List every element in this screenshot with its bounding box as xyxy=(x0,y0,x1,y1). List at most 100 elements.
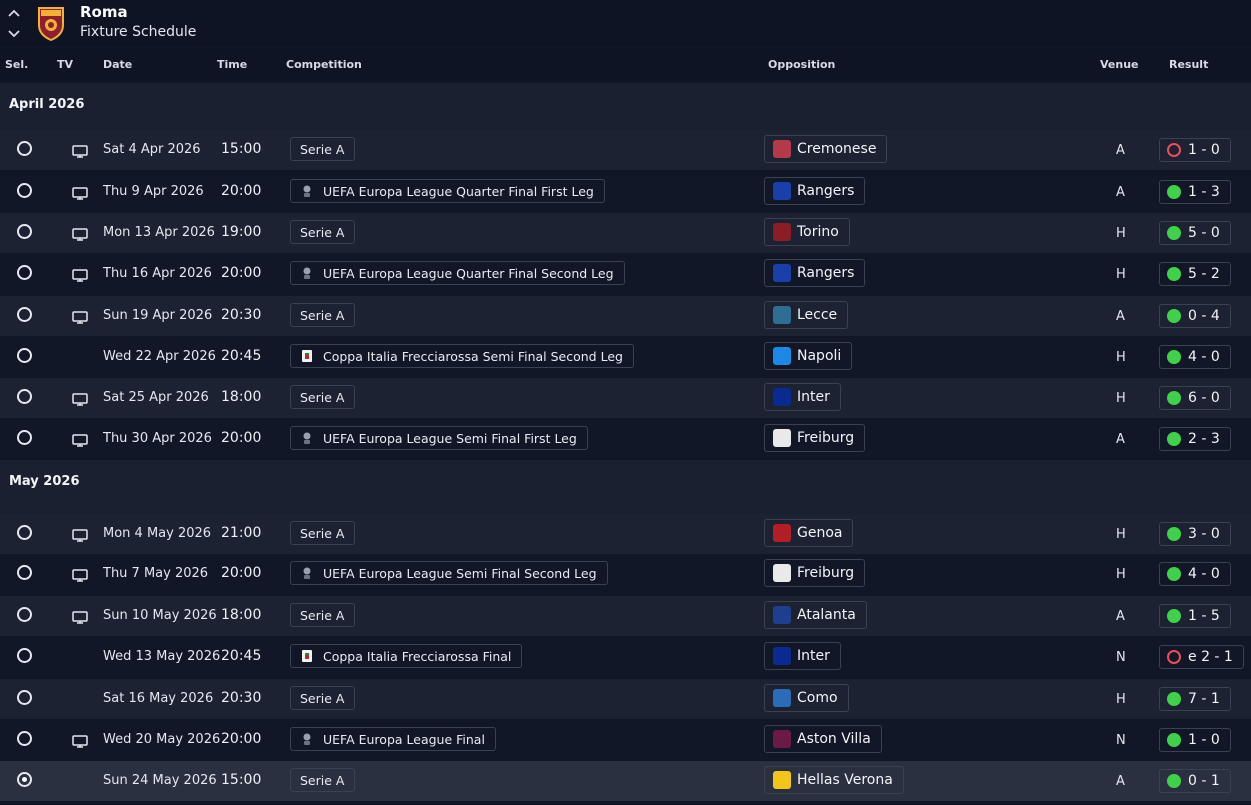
fixture-row[interactable]: Sun 19 Apr 2026 20:30 Serie A Lecce A 0 - 4 xyxy=(0,296,1251,336)
competition-chip[interactable]: Serie A xyxy=(290,603,356,627)
fixture-row[interactable]: Wed 20 May 2026 20:00 UEFA Europa League F… xyxy=(0,720,1251,760)
chevron-up-icon[interactable] xyxy=(7,6,21,20)
select-radio[interactable] xyxy=(17,565,32,580)
result-chip[interactable]: 1 - 5 xyxy=(1159,604,1231,628)
column-header-result[interactable]: Result xyxy=(1169,58,1209,71)
fixture-row[interactable]: Mon 13 Apr 2026 19:00 Serie A Torino H 5 - 0 xyxy=(0,213,1251,253)
competition-chip[interactable]: Coppa Italia Frecciarossa Semi Final Sec… xyxy=(290,344,634,368)
select-radio[interactable] xyxy=(17,224,32,239)
result-chip[interactable]: 0 - 1 xyxy=(1159,769,1231,793)
competition-chip[interactable]: Serie A xyxy=(290,686,356,710)
column-header-tv[interactable]: TV xyxy=(57,58,74,71)
column-header-competition[interactable]: Competition xyxy=(286,58,362,71)
competition-chip[interactable]: Serie A xyxy=(290,521,356,545)
result-chip[interactable]: 2 - 3 xyxy=(1159,427,1231,451)
select-radio[interactable] xyxy=(17,430,32,445)
result-chip[interactable]: 4 - 0 xyxy=(1159,562,1231,586)
select-radio[interactable] xyxy=(17,389,32,404)
result-chip[interactable]: 3 - 0 xyxy=(1159,522,1231,546)
competition-chip[interactable]: UEFA Europa League Semi Final Second Leg xyxy=(290,561,608,585)
competition-chip[interactable]: Serie A xyxy=(290,385,356,409)
fixture-row[interactable]: Sun 24 May 2026 15:00 Serie A Hellas Verona… xyxy=(0,761,1251,801)
opposition-name: Como xyxy=(797,690,838,706)
opposition-chip[interactable]: Genoa xyxy=(764,519,854,547)
competition-chip[interactable]: UEFA Europa League Semi Final First Leg xyxy=(290,426,588,450)
opposition-chip[interactable]: Rangers xyxy=(764,177,866,205)
result-chip[interactable]: 1 - 0 xyxy=(1159,728,1231,752)
select-radio[interactable] xyxy=(17,731,32,746)
select-radio[interactable] xyxy=(17,648,32,663)
fixture-row[interactable]: Sat 25 Apr 2026 18:00 Serie A Inter H 6 - 0 xyxy=(0,378,1251,418)
opposition-chip[interactable]: Inter xyxy=(764,642,841,670)
club-crest-icon[interactable] xyxy=(36,5,66,42)
opposition-chip[interactable]: Aston Villa xyxy=(764,725,882,753)
competition-chip[interactable]: UEFA Europa League Quarter Final First L… xyxy=(290,179,605,203)
result-chip[interactable]: 5 - 0 xyxy=(1159,221,1231,245)
opposition-chip[interactable]: Torino xyxy=(764,218,850,246)
fixture-time: 20:30 xyxy=(221,690,262,706)
fixture-row[interactable]: Mon 4 May 2026 21:00 Serie A Genoa H 3 - 0 xyxy=(0,514,1251,554)
fixture-date: Sun 10 May 2026 xyxy=(103,608,217,623)
fixture-time: 20:00 xyxy=(221,265,262,281)
select-radio[interactable] xyxy=(17,348,32,363)
fixture-row[interactable]: Sat 4 Apr 2026 15:00 Serie A Cremonese A 1 - … xyxy=(0,130,1251,170)
team-name[interactable]: Roma xyxy=(80,3,128,21)
result-chip[interactable]: 4 - 0 xyxy=(1159,345,1231,369)
result-chip[interactable]: 1 - 3 xyxy=(1159,180,1231,204)
select-radio[interactable] xyxy=(17,607,32,622)
competition-chip[interactable]: Serie A xyxy=(290,303,356,327)
result-chip[interactable]: 0 - 4 xyxy=(1159,304,1231,328)
column-header-sel[interactable]: Sel. xyxy=(5,58,29,71)
fixture-time: 20:00 xyxy=(221,430,262,446)
column-header-venue[interactable]: Venue xyxy=(1100,58,1139,71)
fixture-row[interactable]: Thu 16 Apr 2026 20:00 UEFA Europa League Q… xyxy=(0,254,1251,294)
result-chip[interactable]: 5 - 2 xyxy=(1159,262,1231,286)
opposition-name: Atalanta xyxy=(797,607,856,623)
select-radio[interactable] xyxy=(17,141,32,156)
coppa-italia-icon xyxy=(300,649,314,663)
month-header: May 2026 xyxy=(0,460,1251,506)
venue-label: H xyxy=(1116,567,1126,582)
competition-chip[interactable]: Serie A xyxy=(290,768,356,792)
competition-chip[interactable]: Serie A xyxy=(290,220,356,244)
select-radio[interactable] xyxy=(17,772,32,787)
select-radio[interactable] xyxy=(17,307,32,322)
fixture-row[interactable]: Thu 30 Apr 2026 20:00 UEFA Europa League S… xyxy=(0,419,1251,459)
competition-chip[interactable]: Serie A xyxy=(290,137,356,161)
fixture-row[interactable]: Thu 7 May 2026 20:00 UEFA Europa League Se… xyxy=(0,554,1251,594)
opposition-chip[interactable]: Cremonese xyxy=(764,135,888,163)
select-radio[interactable] xyxy=(17,690,32,705)
competition-chip[interactable]: Coppa Italia Frecciarossa Final xyxy=(290,644,523,668)
competition-chip[interactable]: UEFA Europa League Quarter Final Second … xyxy=(290,261,625,285)
chevron-down-icon[interactable] xyxy=(7,27,21,41)
opposition-chip[interactable]: Hellas Verona xyxy=(764,766,904,794)
result-chip[interactable]: 6 - 0 xyxy=(1159,386,1231,410)
fixture-row[interactable]: Sat 16 May 2026 20:30 Serie A Como H 7 - 1 xyxy=(0,679,1251,719)
opposition-chip[interactable]: Napoli xyxy=(764,342,853,370)
opposition-chip[interactable]: Rangers xyxy=(764,259,866,287)
competition-label: Serie A xyxy=(300,141,345,157)
fixture-row[interactable]: Sun 10 May 2026 18:00 Serie A Atalanta A 1 - … xyxy=(0,596,1251,636)
column-header-opposition[interactable]: Opposition xyxy=(768,58,836,71)
result-chip[interactable]: 7 - 1 xyxy=(1159,687,1231,711)
opposition-name: Freiburg xyxy=(797,430,855,446)
opposition-name: Hellas Verona xyxy=(797,772,893,788)
fixture-row[interactable]: Wed 22 Apr 2026 20:45 Coppa Italia Freccia… xyxy=(0,337,1251,377)
opposition-chip[interactable]: Freiburg xyxy=(764,424,866,452)
opposition-chip[interactable]: Freiburg xyxy=(764,559,866,587)
select-radio[interactable] xyxy=(17,183,32,198)
result-score: e 2 - 1 xyxy=(1188,649,1233,665)
column-header-time[interactable]: Time xyxy=(217,58,248,71)
column-header-date[interactable]: Date xyxy=(103,58,133,71)
opposition-chip[interactable]: Lecce xyxy=(764,301,849,329)
opposition-chip[interactable]: Como xyxy=(764,684,849,712)
result-chip[interactable]: 1 - 0 xyxy=(1159,138,1231,162)
fixture-row[interactable]: Thu 9 Apr 2026 20:00 UEFA Europa League Qu… xyxy=(0,172,1251,212)
competition-chip[interactable]: UEFA Europa League Final xyxy=(290,727,496,751)
opposition-chip[interactable]: Inter xyxy=(764,383,841,411)
select-radio[interactable] xyxy=(17,265,32,280)
select-radio[interactable] xyxy=(17,525,32,540)
result-chip[interactable]: e 2 - 1 xyxy=(1159,645,1244,669)
fixture-row[interactable]: Wed 13 May 2026 20:45 Coppa Italia Freccia… xyxy=(0,637,1251,677)
opposition-chip[interactable]: Atalanta xyxy=(764,601,867,629)
